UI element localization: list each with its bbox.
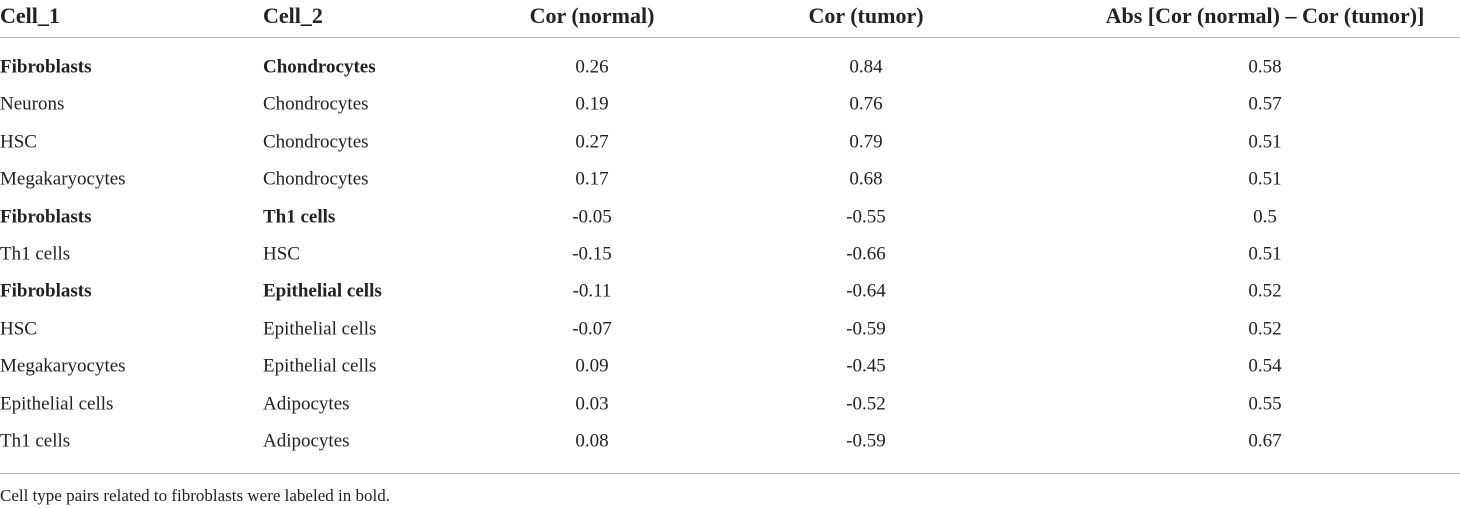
column-header: Abs [Cor (normal) – Cor (tumor)] (1105, 3, 1425, 28)
table-cell: 0.54 (1248, 355, 1282, 377)
table-cell: Adipocytes (263, 393, 350, 415)
table-cell: 0.08 (575, 430, 609, 452)
table-cell: Megakaryocytes (0, 168, 126, 190)
column-header: Cell_2 (263, 3, 323, 28)
table-cell: 0.76 (849, 93, 883, 115)
table-cell: 0.52 (1248, 318, 1282, 340)
table-cell: -0.15 (572, 243, 612, 265)
table-cell: 0.09 (575, 355, 609, 377)
table-cell: 0.67 (1248, 430, 1282, 452)
table-cell: -0.11 (572, 280, 612, 302)
table-cell: 0.57 (1248, 93, 1282, 115)
column-header: Cell_1 (0, 3, 60, 28)
table-cell: 0.55 (1248, 393, 1282, 415)
table-cell: Epithelial cells (263, 355, 377, 377)
table-cell: Chondrocytes (263, 168, 369, 190)
table-cell: Megakaryocytes (0, 355, 126, 377)
table-cell: -0.59 (846, 430, 886, 452)
table-cell: 0.17 (575, 168, 609, 190)
table-cell: 0.19 (575, 93, 609, 115)
table-cell: 0.26 (575, 56, 609, 78)
bottom-rule (0, 473, 1460, 474)
table-cell: -0.59 (846, 318, 886, 340)
table-cell: -0.55 (846, 206, 886, 228)
table-cell: Chondrocytes (263, 93, 369, 115)
table-cell: Fibroblasts (0, 56, 92, 78)
table-cell: 0.51 (1248, 131, 1282, 153)
table-cell: 0.5 (1253, 206, 1277, 228)
table-cell: Fibroblasts (0, 280, 92, 302)
column-header: Cor (tumor) (808, 3, 924, 28)
table-cell: -0.07 (572, 318, 612, 340)
table-cell: HSC (0, 318, 37, 340)
table-cell: Neurons (0, 93, 65, 115)
table-cell: -0.52 (846, 393, 886, 415)
table-cell: Adipocytes (263, 430, 350, 452)
table-cell: Th1 cells (0, 430, 71, 452)
footnote: Cell type pairs related to fibroblasts w… (0, 486, 390, 505)
table-cell: 0.79 (849, 131, 883, 153)
table-cell: HSC (0, 131, 37, 153)
table-cell: -0.45 (846, 355, 886, 377)
table-cell: Th1 cells (0, 243, 71, 265)
table-cell: -0.05 (572, 206, 612, 228)
table-cell: 0.84 (849, 56, 883, 78)
table-cell: 0.51 (1248, 243, 1282, 265)
table-cell: Epithelial cells (263, 318, 377, 340)
table-cell: -0.66 (846, 243, 886, 265)
header-rule (0, 37, 1460, 38)
table-cell: Fibroblasts (0, 206, 92, 228)
table-cell: Epithelial cells (0, 393, 114, 415)
table-cell: Chondrocytes (263, 131, 369, 153)
table-cell: HSC (263, 243, 300, 265)
table-cell: 0.52 (1248, 280, 1282, 302)
table-cell: 0.51 (1248, 168, 1282, 190)
table-cell: Epithelial cells (263, 280, 382, 302)
table-cell: 0.58 (1248, 56, 1282, 78)
table-cell: 0.03 (575, 393, 609, 415)
table-cell: 0.27 (575, 131, 609, 153)
column-header: Cor (normal) (529, 3, 655, 28)
table-cell: Th1 cells (263, 206, 336, 228)
table-cell: Chondrocytes (263, 56, 376, 78)
table-cell: 0.68 (849, 168, 883, 190)
table-cell: -0.64 (846, 280, 886, 302)
